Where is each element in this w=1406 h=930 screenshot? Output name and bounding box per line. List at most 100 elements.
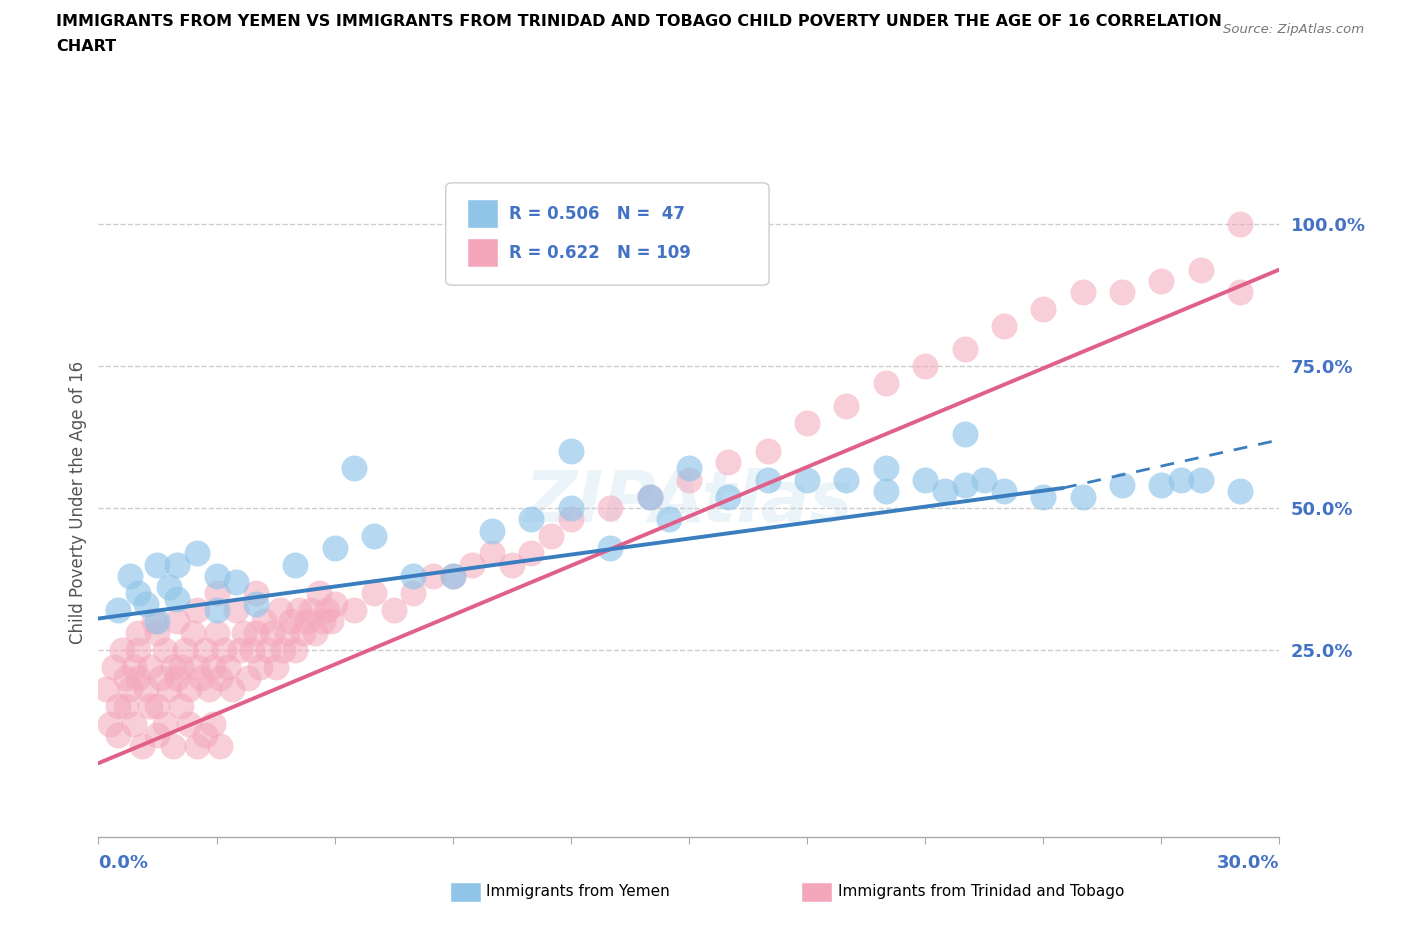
Point <box>201 716 224 731</box>
Point <box>186 738 208 753</box>
Point <box>914 472 936 487</box>
Point <box>461 557 484 572</box>
Point <box>236 671 259 685</box>
Point <box>245 586 267 601</box>
Point <box>177 716 200 731</box>
Point <box>323 540 346 555</box>
Point <box>678 472 700 487</box>
Point <box>953 478 976 493</box>
Point <box>194 643 217 658</box>
Point <box>264 659 287 674</box>
Point <box>1071 285 1094 299</box>
Text: R = 0.506   N =  47: R = 0.506 N = 47 <box>509 205 685 222</box>
Point <box>273 643 295 658</box>
Point <box>560 512 582 526</box>
Point <box>756 444 779 458</box>
Point <box>127 643 149 658</box>
Point <box>835 472 858 487</box>
Point <box>276 625 298 640</box>
Point <box>875 460 897 475</box>
Point <box>157 682 180 697</box>
Point <box>214 643 236 658</box>
Point <box>1071 489 1094 504</box>
Point <box>756 472 779 487</box>
Point <box>162 659 184 674</box>
Point <box>284 557 307 572</box>
Point <box>875 484 897 498</box>
Text: Immigrants from Trinidad and Tobago: Immigrants from Trinidad and Tobago <box>838 884 1125 899</box>
Point <box>142 614 165 629</box>
Point <box>166 671 188 685</box>
Point <box>170 659 193 674</box>
Point <box>319 614 342 629</box>
Point <box>284 643 307 658</box>
Point <box>280 614 302 629</box>
Point <box>1170 472 1192 487</box>
Point <box>146 699 169 714</box>
Text: CHART: CHART <box>56 39 117 54</box>
Text: 0.0%: 0.0% <box>98 854 149 872</box>
Point <box>205 586 228 601</box>
Point <box>150 671 173 685</box>
Point <box>953 341 976 356</box>
Point <box>225 574 247 589</box>
Point <box>501 557 523 572</box>
Point <box>638 489 661 504</box>
Point <box>245 597 267 612</box>
Point <box>221 682 243 697</box>
Point <box>131 738 153 753</box>
Point <box>796 472 818 487</box>
Point <box>796 416 818 431</box>
Point <box>209 671 232 685</box>
Text: Immigrants from Yemen: Immigrants from Yemen <box>486 884 671 899</box>
Point <box>240 643 263 658</box>
Point <box>170 699 193 714</box>
Point <box>229 643 252 658</box>
Point <box>599 500 621 515</box>
Point <box>146 625 169 640</box>
Point <box>993 484 1015 498</box>
Point <box>520 546 543 561</box>
Point <box>127 671 149 685</box>
Point <box>1150 478 1173 493</box>
Point <box>292 625 315 640</box>
Point <box>288 603 311 618</box>
Point <box>96 682 118 697</box>
Point <box>245 625 267 640</box>
Point <box>181 625 204 640</box>
Point <box>253 614 276 629</box>
Point <box>1150 273 1173 288</box>
Point <box>295 614 318 629</box>
Point <box>103 659 125 674</box>
Point <box>402 568 425 583</box>
Point <box>205 568 228 583</box>
Point <box>166 557 188 572</box>
Point <box>315 603 337 618</box>
Point <box>1229 484 1251 498</box>
Point <box>540 529 562 544</box>
Point <box>1229 285 1251 299</box>
Point <box>1189 262 1212 277</box>
Point <box>1111 478 1133 493</box>
Point <box>304 625 326 640</box>
Point <box>363 586 385 601</box>
Point <box>186 546 208 561</box>
Point <box>249 659 271 674</box>
Text: IMMIGRANTS FROM YEMEN VS IMMIGRANTS FROM TRINIDAD AND TOBAGO CHILD POVERTY UNDER: IMMIGRANTS FROM YEMEN VS IMMIGRANTS FROM… <box>56 14 1222 29</box>
Point <box>107 603 129 618</box>
Point <box>217 659 239 674</box>
Point <box>209 738 232 753</box>
Point <box>155 643 177 658</box>
Point <box>177 682 200 697</box>
Point <box>186 659 208 674</box>
Point <box>299 603 322 618</box>
Point <box>157 580 180 595</box>
Point <box>481 524 503 538</box>
Point <box>98 716 121 731</box>
Point <box>441 568 464 583</box>
Point <box>441 568 464 583</box>
Point <box>382 603 405 618</box>
Text: Source: ZipAtlas.com: Source: ZipAtlas.com <box>1223 23 1364 36</box>
Point <box>138 659 160 674</box>
Point <box>138 699 160 714</box>
